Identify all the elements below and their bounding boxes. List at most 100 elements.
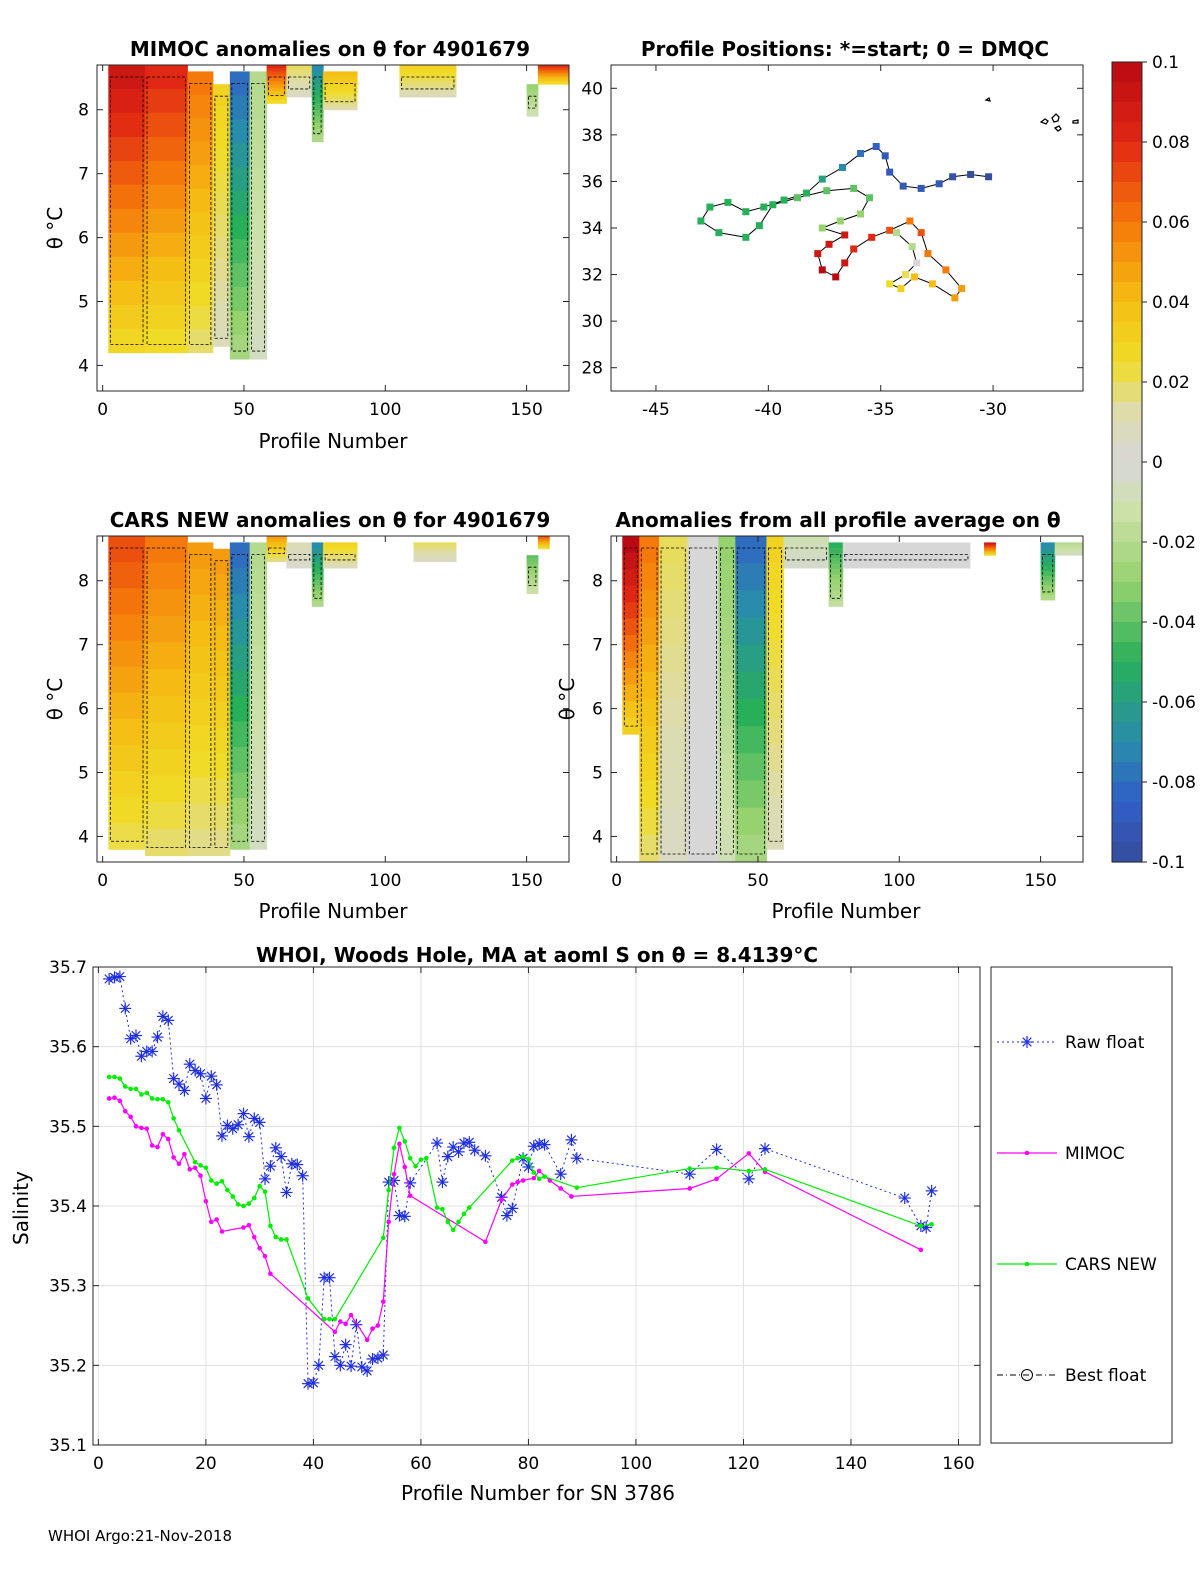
- mimoc-marker: [364, 1337, 370, 1343]
- heatmap-cell: [212, 258, 231, 282]
- y-tick-label: 5: [78, 764, 89, 784]
- x-tick-label: 0: [93, 1454, 104, 1474]
- heatmap-cell: [413, 551, 457, 555]
- profile-position-marker: [769, 201, 777, 209]
- heatmap-cell: [187, 699, 214, 726]
- cars-marker: [192, 1159, 198, 1165]
- heatmap-cell: [537, 82, 569, 85]
- profile-position-marker: [697, 217, 705, 225]
- heatmap-cell: [323, 80, 358, 85]
- colorbar-band: [1112, 662, 1142, 683]
- heatmap-cell: [828, 558, 844, 565]
- raw-float-marker: [291, 1158, 304, 1171]
- heatmap-cell: [323, 565, 358, 569]
- heatmap-cell: [266, 100, 287, 104]
- heatmap-cell: [842, 542, 971, 546]
- mimoc-xlabel: Profile Number: [259, 429, 409, 453]
- mimoc-marker: [144, 1126, 150, 1132]
- heatmap-cell: [735, 563, 767, 591]
- heatmap-cell: [766, 718, 784, 746]
- heatmap-cell: [639, 807, 660, 836]
- heatmap-cell: [783, 551, 830, 556]
- heatmap-cell: [229, 167, 251, 192]
- profile-position-marker: [839, 163, 847, 171]
- cars-marker: [423, 1155, 429, 1161]
- mimoc-marker: [510, 1182, 515, 1187]
- raw-float-marker: [452, 1145, 465, 1158]
- cars-marker: [440, 1206, 445, 1212]
- colorbar-band: [1112, 362, 1142, 383]
- heatmap-cell: [229, 695, 251, 722]
- heatmap-cell: [526, 100, 539, 104]
- heatmap-cell: [187, 235, 214, 260]
- heatmap-cell: [187, 282, 214, 307]
- cars-marker: [165, 1100, 171, 1105]
- heatmap-contour: [146, 76, 186, 346]
- heatmap-contour: [313, 553, 322, 599]
- cars-marker: [268, 1223, 273, 1229]
- x-tick-label: 40: [303, 1454, 325, 1474]
- mimoc-marker: [165, 1136, 171, 1142]
- positions-y-ticks: 28 30 32 34 36 38 40: [581, 79, 1083, 379]
- heatmap-cell: [108, 588, 146, 615]
- profile-position-marker: [794, 194, 802, 202]
- heatmap-cell: [249, 167, 268, 192]
- cars-marker: [149, 1096, 155, 1101]
- heatmap-cell: [311, 109, 324, 117]
- heatmap-cell: [145, 184, 188, 210]
- heatmap-cell: [1040, 542, 1056, 548]
- cars-marker: [520, 1154, 526, 1159]
- colorbar-band: [1112, 822, 1142, 843]
- mimoc-marker: [380, 1299, 386, 1304]
- colorbar: 0.1 0.08 0.06 0.04 0.02 0 -0.02 -0.04 -0.06 -0.08…: [1111, 53, 1196, 873]
- heatmap-cell: [311, 90, 324, 98]
- mimoc-marker: [171, 1155, 176, 1160]
- series-line: [108, 975, 933, 1385]
- x-tick-label: 0: [97, 871, 108, 891]
- x-tick-label: 0: [97, 400, 108, 420]
- heatmap-cell: [537, 544, 550, 547]
- profile-position-marker: [892, 229, 900, 237]
- heatmap-cell: [212, 127, 231, 151]
- heatmap-cell: [735, 726, 767, 754]
- x-tick-label: 150: [510, 400, 542, 420]
- heatmap-cell: [266, 536, 287, 539]
- x-tick-label: 100: [620, 1454, 652, 1474]
- heatmap-cell: [187, 329, 214, 354]
- colorbar-tick-label: 0.06: [1152, 213, 1190, 233]
- heatmap-cell: [249, 287, 268, 312]
- heatmap-cell: [1040, 585, 1056, 591]
- profile-position-marker: [908, 243, 916, 251]
- mimoc-marker: [268, 1271, 273, 1277]
- heatmap-cell: [108, 232, 146, 258]
- heatmap-cell: [229, 798, 251, 825]
- heatmap-cell: [687, 617, 719, 646]
- heatmap-cell: [323, 96, 358, 101]
- profile-position-marker: [886, 168, 894, 176]
- profile-position-marker: [818, 266, 826, 274]
- heatmap-cell: [828, 569, 844, 575]
- y-tick-label: 7: [78, 636, 89, 656]
- profile-position-marker: [872, 143, 880, 150]
- mimoc-marker: [348, 1312, 354, 1318]
- heatmap-cell: [108, 744, 146, 772]
- profile-position-marker: [841, 231, 849, 239]
- cars-marker: [117, 1076, 123, 1081]
- raw-float-marker: [178, 1084, 191, 1097]
- colorbar-band: [1112, 82, 1142, 103]
- heatmap-cell: [286, 563, 313, 567]
- cars-marker: [241, 1203, 246, 1209]
- heatmap-cell: [311, 569, 324, 575]
- heatmap-cell: [537, 536, 550, 538]
- raw-float-marker: [173, 1078, 186, 1091]
- heatmap-cell: [229, 263, 251, 288]
- heatmap-cell: [249, 721, 268, 748]
- cars-marker: [235, 1202, 241, 1207]
- heatmap-cell: [735, 671, 767, 700]
- heatmap-cell: [286, 559, 313, 563]
- mimoc-heatmap: [108, 65, 569, 360]
- colorbar-tick-label: -0.02: [1152, 533, 1196, 553]
- heatmap-cell: [526, 583, 539, 588]
- heatmap-cell: [266, 90, 287, 95]
- heatmap-cell: [1054, 554, 1083, 556]
